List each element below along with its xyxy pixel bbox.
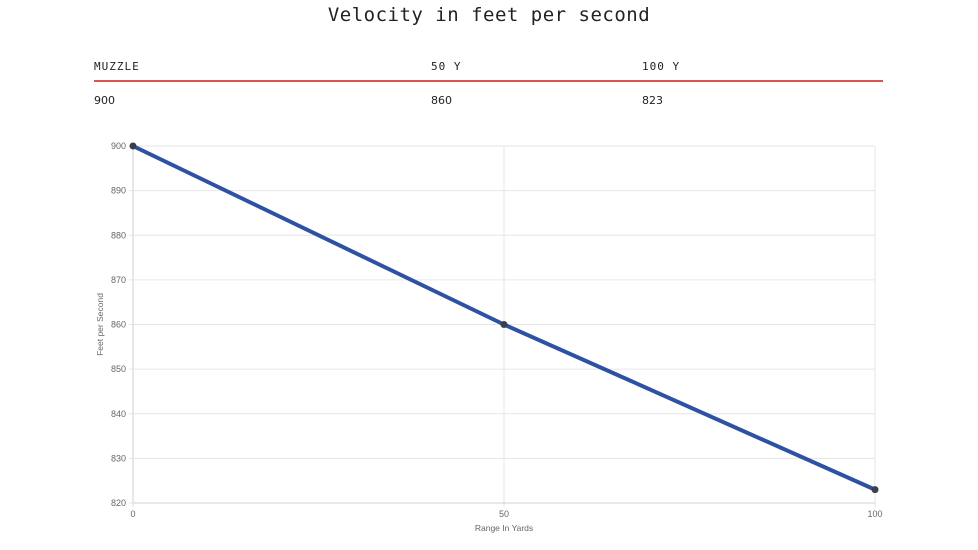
value-50y: 860 [431, 94, 452, 107]
data-point [500, 321, 508, 328]
velocity-table-header: MUZZLE 50 Y 100 Y [94, 58, 883, 82]
y-axis-title: Feet per Second [95, 293, 105, 356]
data-point [871, 486, 879, 494]
x-axis-title: Range In Yards [475, 523, 533, 533]
y-tick-label: 870 [111, 275, 126, 285]
data-point [129, 142, 137, 150]
value-muzzle: 900 [94, 94, 115, 107]
y-tick-label: 860 [111, 320, 126, 330]
x-tick-label: 50 [499, 509, 509, 519]
page-title: Velocity in feet per second [327, 4, 651, 26]
header-100y: 100 Y [642, 60, 681, 73]
value-100y: 823 [642, 94, 663, 107]
y-tick-label: 850 [111, 364, 126, 374]
header-50y: 50 Y [431, 60, 462, 73]
velocity-table-row: 900 860 823 [94, 82, 883, 108]
y-tick-label: 900 [111, 141, 126, 151]
y-tick-label: 840 [111, 409, 126, 419]
x-tick-label: 100 [867, 509, 882, 519]
y-tick-label: 880 [111, 230, 126, 240]
y-tick-label: 830 [111, 453, 126, 463]
header-muzzle: MUZZLE [94, 60, 140, 73]
y-tick-label: 820 [111, 498, 126, 508]
velocity-table: MUZZLE 50 Y 100 Y 900 860 823 [94, 58, 883, 108]
x-tick-label: 0 [130, 509, 135, 519]
y-tick-label: 890 [111, 186, 126, 196]
